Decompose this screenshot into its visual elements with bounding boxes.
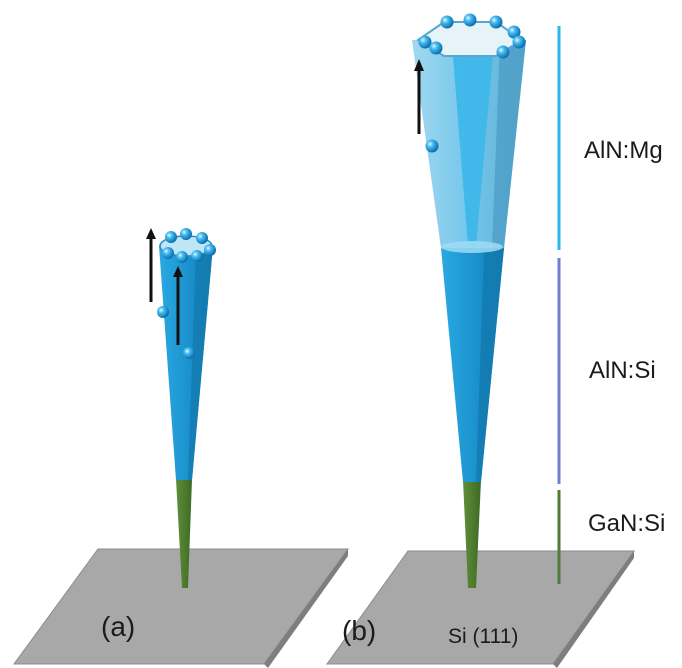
nanowire-b-aln-mg-core [452,44,494,246]
atom-sphere-icon [512,35,526,49]
atom-sphere-icon [204,244,216,256]
atom-sphere-icon [507,25,521,39]
nanowire-b-gan-segment [463,480,481,588]
panel-label-b: (b) [342,615,376,646]
atoms-a [157,228,216,359]
atom-sphere-icon [489,15,503,29]
atom-sphere-icon [162,247,174,259]
atoms-b [418,13,526,153]
nanowire-b-aln-mg-facet [492,40,526,248]
panel-label-a: (a) [101,611,135,642]
atom-sphere-icon [196,232,208,244]
upward-arrow-icon [146,228,156,302]
nanowire-b-aln-si-facet [476,248,504,482]
atom-sphere-icon [440,15,454,29]
layer-label-aln-si: AlN:Si [589,357,656,384]
atom-sphere-icon [191,250,203,262]
atom-sphere-icon [425,139,439,153]
atom-sphere-icon [418,35,432,49]
upward-arrow-icon [414,59,424,134]
layer-label-aln-mg: AlN:Mg [584,137,663,164]
nanowire-b-interface [441,241,503,253]
nanowire-a-gan-segment [176,479,192,588]
atom-sphere-icon [496,45,510,59]
nanowire-a-facet-shade [188,246,213,480]
substrate-label: Si (111) [448,625,518,648]
atom-sphere-icon [429,41,443,55]
upward-arrow-icon [173,266,183,345]
layer-label-gan-si: GaN:Si [588,510,665,537]
substrate-b-edge [553,551,634,668]
atom-sphere-icon [176,251,188,263]
substrate-a-edge [264,549,348,668]
atom-sphere-icon [157,306,169,318]
atom-sphere-icon [165,231,177,243]
nanowire-b [412,21,526,588]
atom-sphere-icon [180,228,192,240]
nanowire-a [159,235,213,588]
atom-sphere-icon [463,13,477,27]
atom-sphere-icon [183,347,195,359]
